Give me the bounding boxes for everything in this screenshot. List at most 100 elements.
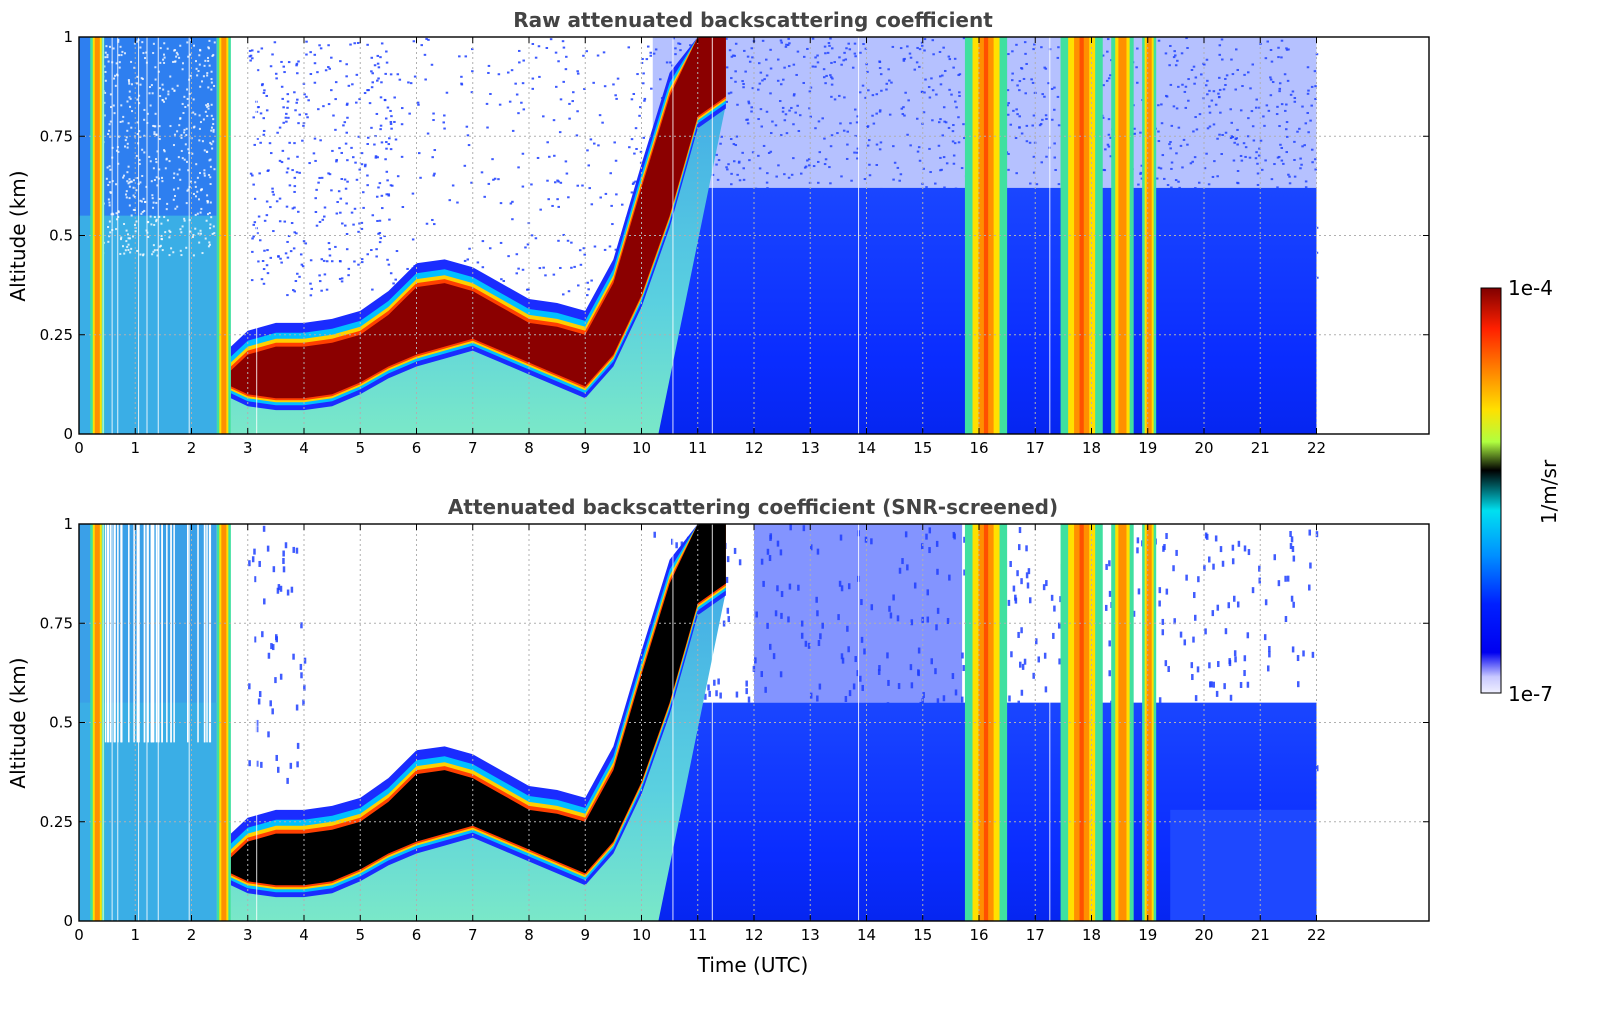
noise-pixel (725, 66, 729, 69)
noise-pixel (265, 214, 269, 217)
noise-pixel (378, 241, 382, 244)
noise-pixel (1276, 156, 1280, 159)
noise-pixel (1031, 81, 1035, 84)
noise-pixel (352, 156, 355, 159)
noise-pixel (313, 81, 317, 84)
noise-pixel (1204, 628, 1207, 635)
noise-pixel (808, 164, 811, 167)
noise-pixel (922, 111, 926, 114)
noise-pixel (901, 113, 905, 116)
noise-pixel (168, 229, 171, 232)
data-gap (138, 524, 140, 921)
noise-pixel (774, 124, 778, 127)
noise-pixel (1299, 167, 1302, 170)
noise-pixel (213, 232, 216, 235)
noise-pixel (923, 91, 926, 94)
noise-pixel (317, 181, 320, 184)
noise-pixel (517, 112, 520, 115)
noise-pixel (275, 77, 278, 80)
noise-pixel (948, 88, 951, 91)
noise-pixel (199, 49, 202, 52)
x-tick-label: 3 (243, 926, 253, 944)
noise-pixel (375, 195, 379, 198)
noise-pixel (172, 188, 175, 191)
noise-pixel (530, 183, 533, 186)
noise-pixel (283, 220, 287, 223)
noise-pixel (155, 218, 158, 221)
noise-pixel (265, 200, 269, 203)
noise-pixel (108, 181, 111, 184)
noise-pixel (892, 178, 895, 181)
noise-pixel (858, 91, 862, 94)
noise-pixel (104, 79, 107, 82)
noise-pixel (1315, 226, 1319, 229)
noise-pixel (1017, 631, 1020, 638)
noise-pixel (562, 233, 565, 236)
noise-pixel (487, 182, 491, 185)
noise-pixel (1157, 166, 1161, 169)
noise-pixel (271, 190, 275, 193)
noise-pixel (1269, 78, 1273, 81)
noise-pixel (1296, 655, 1300, 662)
noise-pixel (598, 114, 602, 117)
noise-pixel (762, 144, 766, 147)
noise-pixel (377, 186, 380, 189)
noise-pixel (938, 75, 942, 78)
noise-pixel (1186, 46, 1189, 49)
noise-pixel (309, 73, 313, 76)
noise-pixel (568, 102, 571, 105)
noise-pixel (1187, 78, 1190, 81)
x-tick-label: 6 (412, 926, 422, 944)
noise-pixel (212, 128, 215, 131)
noise-pixel (432, 174, 436, 177)
noise-pixel (386, 179, 389, 182)
noise-pixel (779, 134, 783, 137)
noise-pixel (122, 176, 125, 179)
noise-pixel (1212, 563, 1215, 570)
noise-pixel (119, 45, 122, 48)
noise-pixel (209, 158, 212, 161)
noise-pixel (115, 183, 118, 186)
noise-pixel (169, 125, 172, 128)
noise-pixel (557, 239, 560, 242)
noise-pixel (183, 219, 186, 222)
fog-band (1060, 37, 1103, 434)
noise-pixel (1208, 89, 1211, 92)
noise-pixel (432, 112, 435, 115)
noise-pixel (293, 231, 296, 234)
noise-pixel (160, 222, 163, 225)
noise-pixel (1280, 39, 1284, 42)
noise-pixel (759, 71, 763, 74)
noise-pixel (1316, 276, 1319, 279)
x-tick-label: 10 (632, 439, 651, 457)
noise-pixel (291, 207, 295, 210)
noise-pixel (928, 96, 932, 99)
noise-pixel (194, 113, 197, 116)
noise-pixel (736, 173, 739, 176)
noise-pixel (1206, 127, 1210, 130)
noise-pixel (1035, 638, 1038, 645)
noise-pixel (1218, 44, 1222, 47)
noise-pixel (108, 129, 111, 132)
noise-pixel (1284, 575, 1287, 582)
noise-pixel (153, 249, 156, 252)
noise-pixel (153, 125, 156, 128)
noise-pixel (155, 220, 158, 223)
noise-pixel (152, 201, 155, 204)
noise-pixel (546, 141, 549, 144)
noise-pixel (256, 137, 259, 140)
noise-pixel (1043, 95, 1046, 98)
noise-pixel (931, 89, 935, 92)
noise-pixel (163, 215, 166, 218)
noise-pixel (296, 761, 299, 768)
noise-pixel (635, 147, 638, 150)
noise-pixel (390, 127, 393, 130)
noise-pixel (176, 130, 179, 133)
noise-pixel (1109, 136, 1112, 139)
noise-pixel (1225, 74, 1229, 77)
noise-pixel (272, 566, 276, 573)
noise-pixel (1251, 63, 1255, 66)
noise-pixel (340, 277, 344, 280)
noise-pixel (186, 160, 189, 163)
noise-pixel (920, 90, 924, 93)
